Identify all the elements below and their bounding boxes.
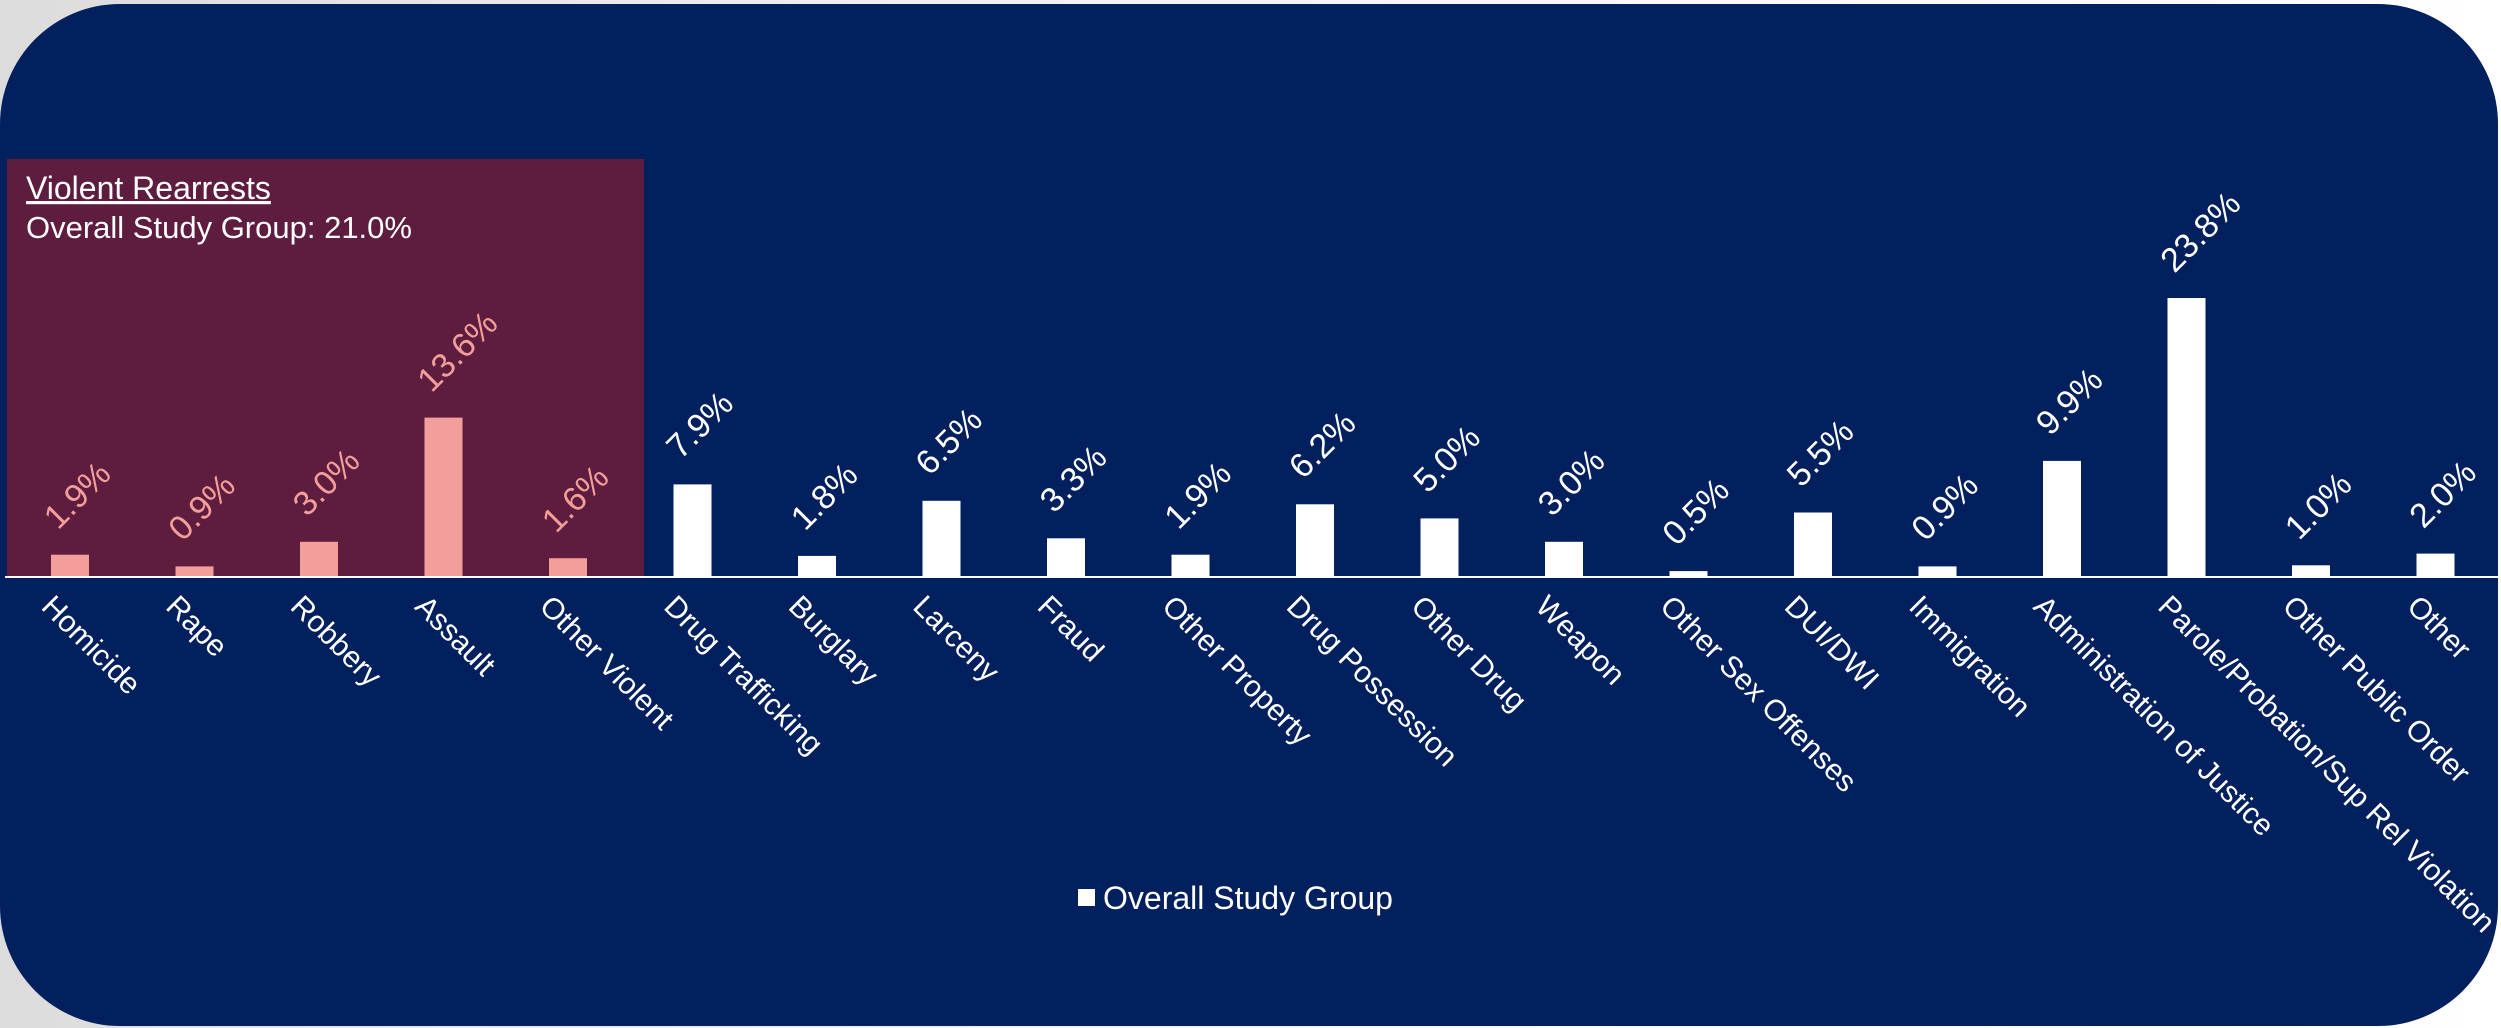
category-label: Other (2401, 590, 2477, 666)
bar (1420, 518, 1459, 577)
bar (424, 417, 463, 577)
bar (2292, 565, 2330, 577)
bar (549, 558, 587, 577)
data-label: 6.5% (908, 401, 990, 483)
category-label: Fraud (1031, 590, 1110, 669)
bar (922, 500, 961, 577)
bar (51, 554, 89, 577)
category-label: Homicide (35, 590, 147, 702)
category-label: Immigration (1903, 590, 2037, 724)
data-label: 1.9% (1157, 455, 1239, 537)
callout-title: Violent Rearrests (26, 170, 271, 206)
data-label: 0.9% (1904, 466, 1986, 548)
data-label: 3.3% (1033, 438, 1115, 520)
category-label: Rape (160, 590, 234, 664)
category-label: Larceny (907, 590, 1006, 689)
legend-swatch (1078, 889, 1095, 906)
data-label: 5.5% (1780, 412, 1862, 494)
data-label: 5.0% (1406, 418, 1488, 500)
category-label: Weapon (1529, 590, 1631, 692)
data-label: 6.2% (1282, 404, 1364, 486)
category-label: Other Drug (1405, 590, 1533, 718)
bar (1296, 504, 1334, 577)
violent-highlight-box (7, 159, 644, 577)
category-label: DUI/DWI (1778, 590, 1885, 697)
bar (1669, 571, 1708, 577)
data-label: 1.0% (2278, 465, 2360, 547)
legend-label: Overall Study Group (1103, 880, 1393, 916)
data-label: 9.9% (2029, 361, 2111, 443)
bar (1545, 541, 1583, 577)
callout-text: Overall Study Group: 21.0% (26, 210, 412, 245)
bar (175, 566, 214, 577)
data-label: 7.9% (659, 384, 741, 466)
bar (1047, 538, 1085, 577)
data-label: 3.0% (1531, 442, 1613, 524)
bar (798, 555, 836, 577)
category-label: Administration of Justice (2027, 590, 2280, 843)
data-label: 0.5% (1655, 471, 1737, 553)
category-label: Robbery (284, 590, 388, 694)
bar (1918, 566, 1957, 577)
bar (673, 484, 712, 577)
bar (2416, 553, 2455, 577)
data-label: 1.8% (784, 456, 866, 538)
bar (2043, 460, 2081, 577)
data-label: 2.0% (2402, 454, 2484, 536)
bar (1171, 554, 1210, 577)
bar (1794, 512, 1832, 577)
category-label: Assault (409, 590, 502, 683)
category-label: Burglary (782, 590, 884, 692)
data-label: 23.8% (2153, 185, 2248, 280)
bar (300, 541, 338, 577)
bar (2167, 298, 2206, 577)
